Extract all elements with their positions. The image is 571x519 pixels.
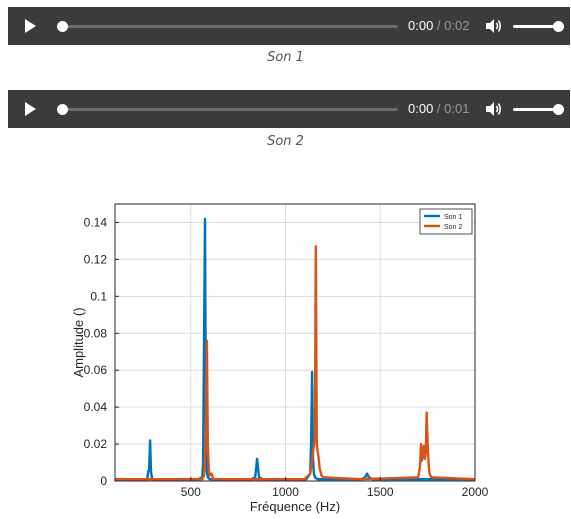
duration: 0:01 bbox=[444, 101, 470, 116]
volume-slider[interactable] bbox=[513, 21, 564, 32]
caption-son-1: Son 1 bbox=[267, 50, 304, 65]
audio-player-2: 0:00 / 0:01 bbox=[8, 90, 570, 128]
time-display: 0:00 / 0:01 bbox=[408, 101, 469, 116]
y-tick-label: 0.04 bbox=[84, 400, 108, 414]
caption-son-2: Son 2 bbox=[267, 134, 304, 149]
x-tick-label: 1000 bbox=[272, 485, 299, 499]
y-tick-label: 0.06 bbox=[84, 363, 108, 377]
play-icon[interactable] bbox=[25, 19, 36, 33]
x-tick-label: 2000 bbox=[462, 485, 489, 499]
seek-bar[interactable] bbox=[57, 21, 398, 32]
seek-knob[interactable] bbox=[57, 21, 68, 32]
volume-knob[interactable] bbox=[553, 21, 564, 32]
y-tick-label: 0.02 bbox=[84, 437, 108, 451]
y-tick-label: 0.1 bbox=[90, 289, 107, 303]
y-tick-label: 0.12 bbox=[84, 252, 108, 266]
current-time: 0:00 bbox=[408, 18, 434, 33]
time-separator: / bbox=[433, 101, 445, 116]
legend-label: Son 1 bbox=[444, 214, 462, 221]
duration: 0:02 bbox=[444, 18, 470, 33]
current-time: 0:00 bbox=[408, 101, 434, 116]
x-tick-label: 1500 bbox=[367, 485, 394, 499]
y-axis-label: Amplitude () bbox=[71, 307, 86, 377]
series-line-2 bbox=[115, 245, 476, 481]
y-tick-label: 0.08 bbox=[84, 326, 108, 340]
play-icon[interactable] bbox=[25, 102, 36, 116]
volume-icon[interactable] bbox=[485, 101, 503, 117]
volume-icon[interactable] bbox=[485, 18, 503, 34]
time-display: 0:00 / 0:02 bbox=[408, 18, 469, 33]
seek-bar[interactable] bbox=[57, 104, 398, 115]
x-axis-label: Fréquence (Hz) bbox=[250, 499, 340, 514]
volume-slider[interactable] bbox=[513, 104, 564, 115]
time-separator: / bbox=[433, 18, 445, 33]
plot-frame bbox=[114, 203, 476, 482]
y-tick-label: 0 bbox=[100, 474, 107, 488]
plot-area bbox=[115, 204, 475, 481]
audio-player-1: 0:00 / 0:02 bbox=[8, 7, 570, 45]
series-lines bbox=[115, 217, 476, 481]
seek-knob[interactable] bbox=[57, 104, 68, 115]
legend: Son 1 Son 2 bbox=[419, 208, 473, 235]
grid bbox=[115, 204, 476, 482]
y-tick-label: 0.14 bbox=[84, 215, 108, 229]
x-tick-label: 500 bbox=[181, 485, 201, 499]
axis-ticks: 500 1000 1500 2000 0 0.02 0.04 0.06 0.08 0.1 0.12 0… bbox=[84, 215, 489, 499]
legend-box bbox=[419, 208, 473, 235]
volume-knob[interactable] bbox=[553, 104, 564, 115]
legend-label: Son 2 bbox=[444, 224, 462, 231]
